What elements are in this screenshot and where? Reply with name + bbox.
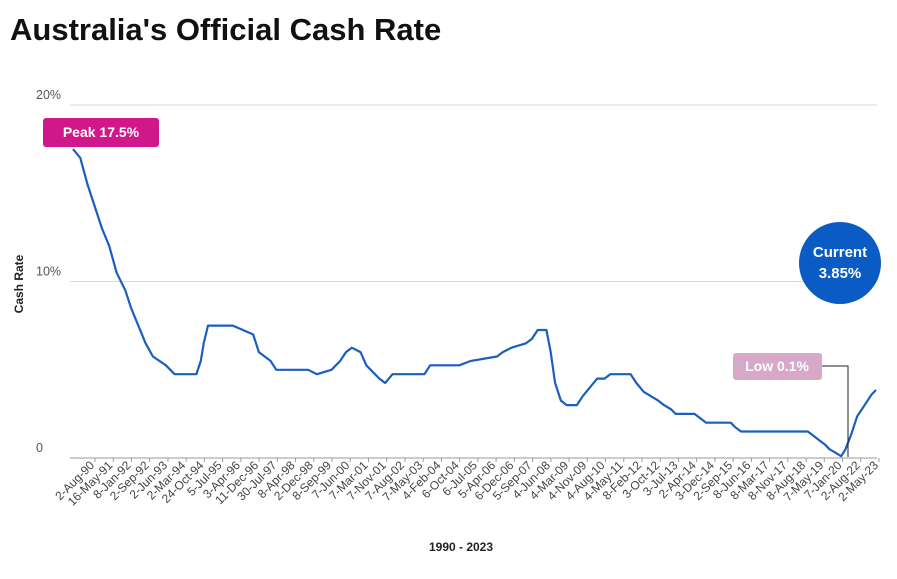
current-value: 3.85% [819, 265, 862, 282]
y-axis-title: Cash Rate [12, 254, 26, 313]
low-label: Low 0.1% [745, 358, 809, 374]
gridlines [70, 104, 877, 459]
low-leader-line [822, 365, 849, 457]
current-label: Current [813, 244, 867, 261]
current-annotation: Current 3.85% [799, 222, 881, 304]
chart-title: Australia's Official Cash Rate [10, 12, 442, 47]
x-axis-title: 1990 - 2023 [429, 540, 493, 554]
series-layer [72, 148, 877, 458]
peak-annotation: Peak 17.5% [43, 118, 159, 147]
current-badge [799, 222, 881, 304]
y-tick-label: 10% [36, 265, 61, 279]
x-axis-ticks: 2-Aug-9016-May-918-Jan-922-Sep-922-Jun-9… [52, 458, 881, 509]
cash-rate-line [72, 148, 877, 458]
peak-badge [43, 118, 159, 147]
low-badge [733, 353, 822, 380]
y-tick-label: 0 [36, 441, 43, 455]
peak-label: Peak 17.5% [63, 124, 140, 140]
y-tick-label: 20% [36, 88, 61, 102]
y-axis-ticks: 0 10% 20% [36, 88, 61, 455]
low-annotation: Low 0.1% [733, 353, 849, 457]
